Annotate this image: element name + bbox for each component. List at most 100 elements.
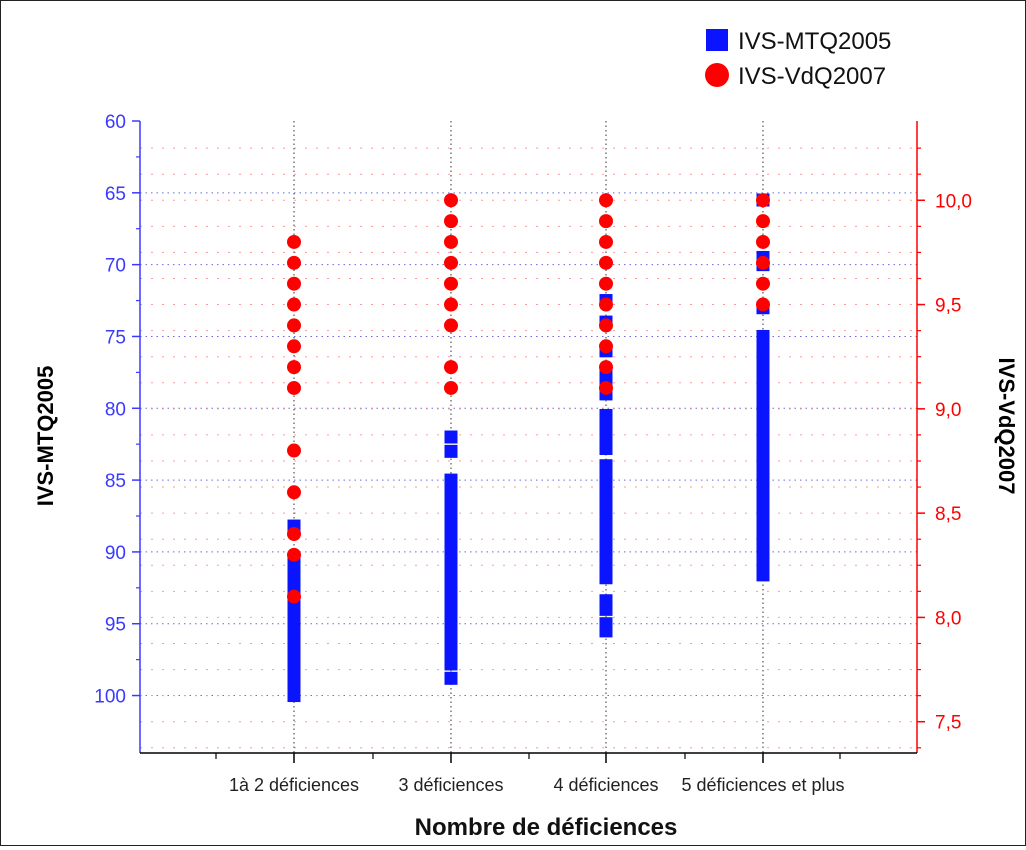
ivs-mtq2005-point [756, 502, 770, 516]
left-tick-label: 90 [105, 543, 126, 564]
ivs-vdq2007-point [287, 234, 301, 249]
ivs-vdq2007-point [444, 276, 458, 291]
ivs-vdq2007-point [599, 360, 613, 375]
grid-layer [140, 121, 917, 753]
ivs-vdq2007-point [287, 318, 301, 333]
legend: IVS-MTQ2005 IVS-VdQ2007 [705, 28, 891, 90]
ivs-mtq2005-point [756, 536, 770, 550]
marks-layer [287, 193, 770, 703]
ivs-vdq2007-point [444, 318, 458, 333]
ivs-mtq2005-point [756, 456, 770, 470]
left-tick-label: 75 [105, 327, 126, 348]
ivs-vdq2007-point [287, 297, 301, 312]
ivs-vdq2007-point [287, 255, 301, 270]
ivs-mtq2005-point [599, 602, 613, 616]
ivs-vdq2007-point [287, 589, 301, 604]
ivs-vdq2007-point [444, 380, 458, 395]
axes-layer [139, 121, 918, 754]
ivs-vdq2007-point [599, 318, 613, 333]
ivs-mtq2005-point [756, 568, 770, 582]
ivs-vdq2007-point [756, 214, 770, 229]
ivs-mtq2005-point [599, 408, 613, 422]
ivs-mtq2005-point [756, 364, 770, 378]
ivs-mtq2005-point [756, 433, 770, 447]
legend-label-ivs-mtq2005: IVS-MTQ2005 [738, 28, 891, 55]
left-tick-label: 80 [105, 399, 126, 420]
ivs-mtq2005-point [599, 624, 613, 638]
ivs-mtq2005-point [444, 444, 458, 458]
ivs-vdq2007-point [599, 380, 613, 395]
ivs-mtq2005-point [599, 419, 613, 433]
ivs-vdq2007-point [287, 485, 301, 500]
left-tick-label: 60 [105, 112, 126, 133]
right-axis-ticks: 10,0 9,5 9,0 8,5 8,0 7,5 [917, 147, 972, 749]
right-tick-label: 8,5 [935, 504, 961, 525]
ivs-vdq2007-point [444, 360, 458, 375]
ivs-mtq2005-point [444, 637, 458, 651]
ivs-mtq2005-point [756, 421, 770, 435]
ivs-mtq2005-point [756, 398, 770, 412]
ivs-mtq2005-point [756, 513, 770, 527]
right-tick-label: 10,0 [935, 191, 972, 212]
right-tick-label: 9,5 [935, 296, 961, 317]
ivs-vdq2007-point [599, 214, 613, 229]
x-tick-label: 1à 2 déficiences [229, 775, 359, 795]
ivs-vdq2007-point [444, 193, 458, 208]
left-tick-label: 65 [105, 184, 126, 205]
ivs-vdq2007-point [444, 297, 458, 312]
ivs-vdq2007-point [444, 234, 458, 249]
ivs-vdq2007-point [599, 255, 613, 270]
ivs-vdq2007-point [599, 234, 613, 249]
x-tick-label: 5 déficiences et plus [681, 775, 844, 795]
ivs-vdq2007-point [444, 214, 458, 229]
left-axis-label: IVS-MTQ2005 [33, 366, 58, 507]
ivs-mtq2005-point [756, 490, 770, 504]
ivs-mtq2005-point [756, 387, 770, 401]
right-axis-label: IVS-VdQ2007 [994, 358, 1019, 495]
ivs-vdq2007-point [287, 276, 301, 291]
ivs-mtq2005-point [756, 341, 770, 355]
ivs-vdq2007-point [287, 443, 301, 458]
right-tick-label: 9,0 [935, 400, 961, 421]
right-tick-label: 7,5 [935, 713, 961, 734]
ivs-mtq2005-point [599, 430, 613, 444]
ivs-vdq2007-point [756, 193, 770, 208]
ivs-vdq2007-point [287, 547, 301, 562]
left-tick-label: 100 [94, 687, 126, 708]
ivs-mtq2005-point [756, 410, 770, 424]
x-tick-label: 3 déficiences [398, 775, 503, 795]
legend-marker-ivs-vdq2007 [705, 63, 729, 87]
ivs-vdq2007-point [756, 255, 770, 270]
ivs-mtq2005-point [756, 525, 770, 539]
ivs-mtq2005-point [756, 444, 770, 458]
ivs-mtq2005-point [756, 467, 770, 481]
ivs-vdq2007-point [444, 255, 458, 270]
ivs-mtq2005-point [756, 479, 770, 493]
ivs-mtq2005-point [287, 689, 301, 703]
x-tick-label: 4 déficiences [553, 775, 658, 795]
ivs-vdq2007-point [599, 193, 613, 208]
right-tick-label: 8,0 [935, 608, 961, 629]
ivs-vdq2007-point [599, 297, 613, 312]
legend-label-ivs-vdq2007: IVS-VdQ2007 [738, 63, 886, 90]
left-tick-label: 85 [105, 471, 126, 492]
ivs-vdq2007-point [756, 234, 770, 249]
ivs-mtq2005-point [444, 430, 458, 444]
ivs-vdq2007-point [287, 526, 301, 541]
ivs-vdq2007-point [599, 339, 613, 354]
ivs-mtq2005-point [756, 375, 770, 389]
ivs-mtq2005-point [599, 441, 613, 455]
legend-marker-ivs-mtq2005 [706, 29, 728, 51]
ivs-mtq2005-point [444, 671, 458, 685]
ivs-vdq2007-point [287, 380, 301, 395]
ivs-vdq2007-point [599, 276, 613, 291]
ivs-mtq2005-point [599, 571, 613, 585]
ivs-vdq2007-point [756, 276, 770, 291]
ivs-mtq2005-point [444, 657, 458, 671]
left-axis-ticks: 60 65 70 75 80 85 90 95 100 [94, 112, 140, 708]
left-tick-label: 95 [105, 615, 126, 636]
x-axis-ticks: 1à 2 déficiences 3 déficiences 4 déficienc… [215, 753, 845, 795]
ivs-vdq2007-point [287, 339, 301, 354]
